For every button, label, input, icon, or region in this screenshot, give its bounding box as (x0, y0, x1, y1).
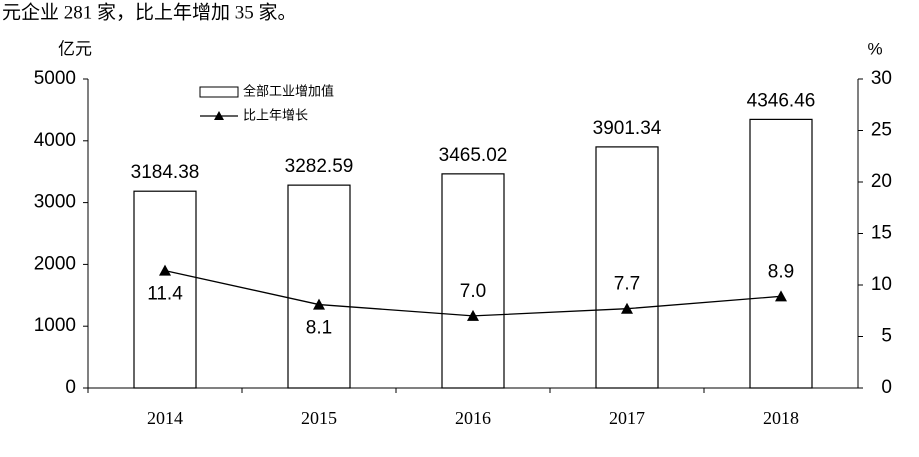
line-marker (159, 264, 171, 276)
y-tick-label: 5000 (34, 68, 76, 89)
bar-value-label: 3465.02 (439, 145, 508, 166)
y-tick-label: 1000 (34, 315, 76, 336)
x-tick-label: 2018 (763, 408, 799, 428)
legend-label: 全部工业增加值 (243, 83, 334, 98)
y2-tick-label: 10 (871, 274, 892, 295)
y-axis-title: 亿元 (58, 39, 92, 58)
intro-text: 元企业 281 家，比上年增加 35 家。 (2, 1, 297, 23)
legend-swatch (199, 86, 239, 98)
line-value-label: 8.9 (768, 261, 794, 282)
line-marker (621, 302, 633, 314)
x-tick-label: 2017 (609, 408, 645, 428)
y2-axis-title: % (867, 39, 882, 58)
y2-tick-label: 15 (871, 223, 892, 244)
y2-tick-label: 25 (871, 120, 892, 141)
x-tick-label: 2015 (301, 408, 337, 428)
y-tick-label: 4000 (34, 130, 76, 151)
line-marker (313, 298, 325, 310)
bar (595, 146, 659, 389)
line-value-label: 7.0 (460, 281, 486, 302)
y-tick-label: 3000 (34, 192, 76, 213)
legend-label: 比上年增长 (243, 107, 308, 122)
line-marker (467, 309, 479, 321)
y2-tick-label: 0 (881, 377, 892, 398)
line-value-label: 8.1 (306, 318, 332, 339)
y-tick-label: 2000 (34, 253, 76, 274)
y2-tick-label: 30 (871, 68, 892, 89)
x-tick-label: 2016 (455, 408, 491, 428)
bar (133, 190, 197, 389)
line-marker (775, 290, 787, 302)
bar-value-label: 3282.59 (285, 156, 354, 177)
line-value-label: 7.7 (614, 274, 640, 295)
y2-tick-label: 20 (871, 171, 892, 192)
line-value-label: 11.4 (147, 284, 183, 305)
x-tick-label: 2014 (147, 408, 183, 428)
legend-marker (214, 111, 224, 120)
bar (287, 184, 351, 389)
bar-value-label: 3901.34 (593, 118, 662, 139)
bar-value-label: 3184.38 (131, 162, 200, 183)
bar-value-label: 4346.46 (747, 90, 816, 111)
bar (441, 173, 505, 389)
y-tick-label: 0 (65, 377, 76, 398)
y2-tick-label: 5 (881, 326, 892, 347)
bar (749, 118, 813, 389)
